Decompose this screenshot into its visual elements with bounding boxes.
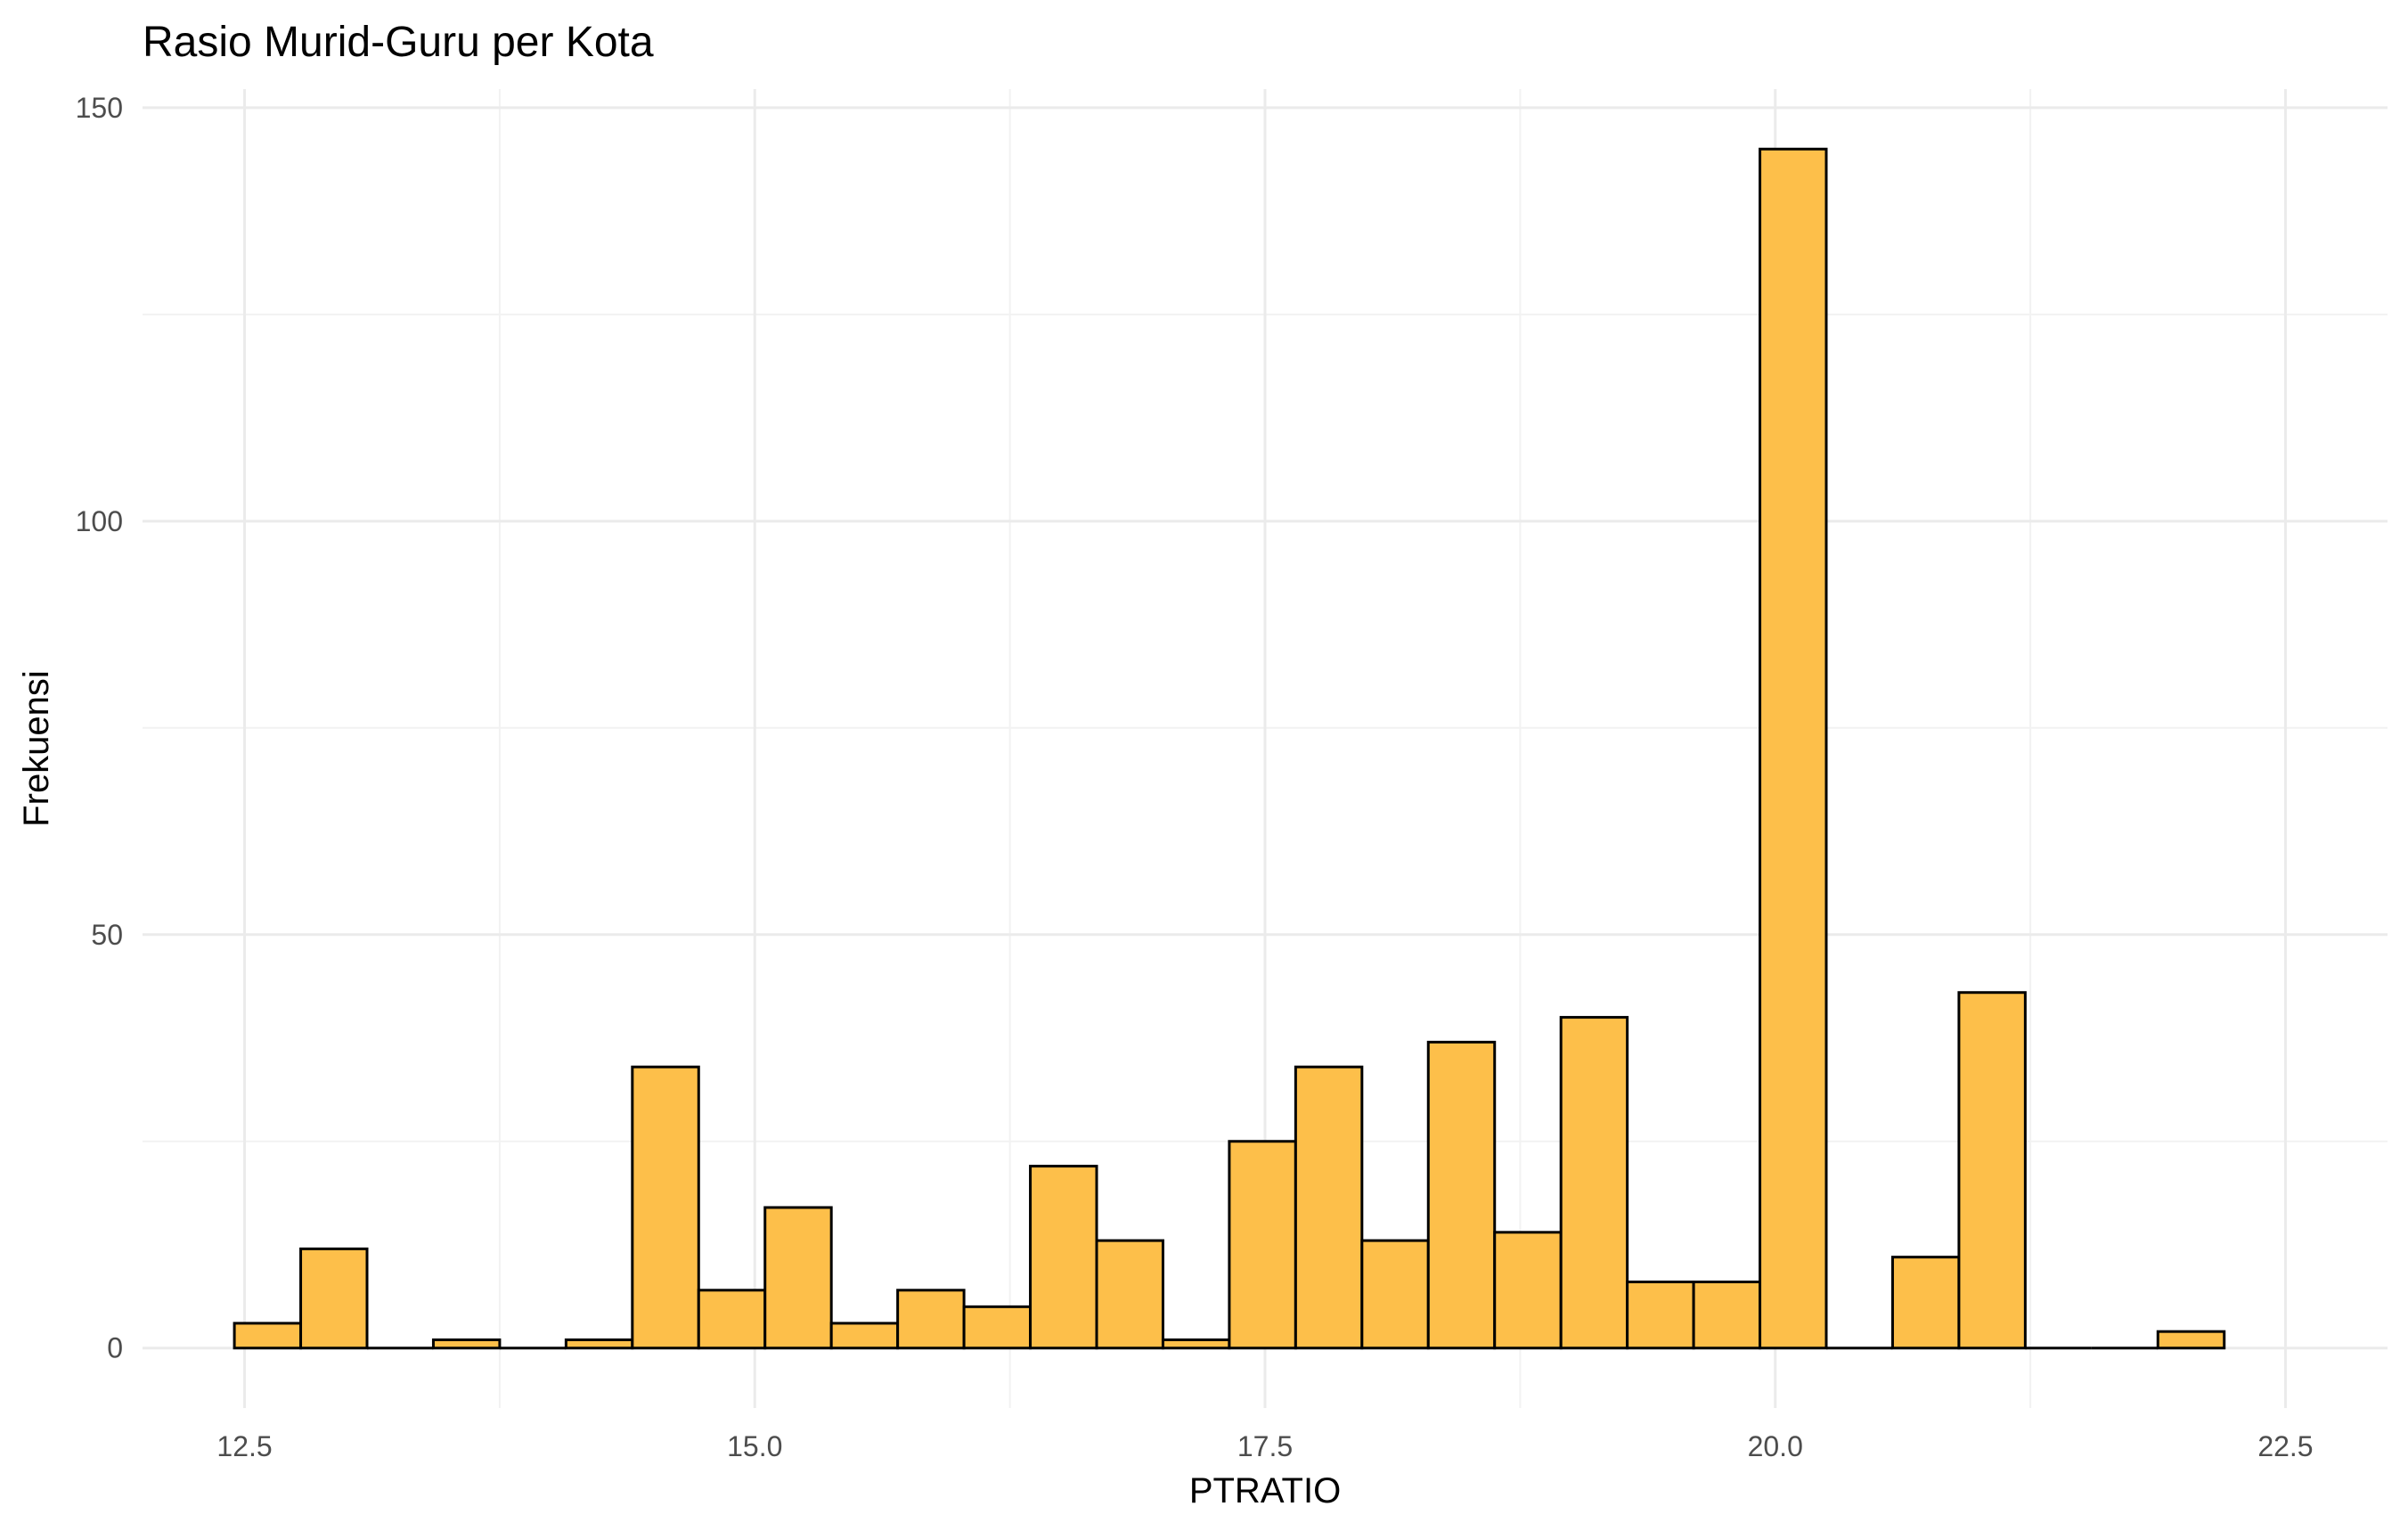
histogram-bar	[1029, 1165, 1098, 1350]
histogram-bar	[299, 1247, 369, 1350]
x-tick-label: 22.5	[2257, 1430, 2313, 1462]
histogram-bar	[1228, 1140, 1297, 1350]
y-tick-label: 100	[76, 505, 123, 537]
histogram-bar	[1692, 1280, 1762, 1350]
x-tick-label: 17.5	[1237, 1430, 1293, 1462]
y-tick-label: 50	[91, 919, 123, 951]
y-tick-label: 150	[76, 92, 123, 124]
histogram-bar	[1095, 1239, 1164, 1350]
chart-title: Rasio Murid-Guru per Kota	[143, 19, 654, 66]
y-axis-title: Frekuensi	[17, 670, 56, 827]
x-axis-title: PTRATIO	[1189, 1471, 1341, 1511]
histogram-bar	[1957, 991, 2027, 1350]
x-tick-label: 20.0	[1748, 1430, 1803, 1462]
x-axis-tick-labels: 12.5 15.0 17.5 20.0 22.5	[216, 1430, 2313, 1462]
histogram-bar	[233, 1322, 303, 1350]
x-tick-label: 15.0	[727, 1430, 782, 1462]
histogram-bar	[697, 1289, 767, 1350]
histogram-bar	[1294, 1065, 1364, 1350]
histogram-bar	[1360, 1239, 1430, 1350]
histogram-bar	[829, 1322, 900, 1350]
histogram-bar	[1161, 1338, 1231, 1350]
histogram-bar	[1759, 147, 1828, 1350]
histogram-bar	[1890, 1256, 1961, 1350]
histogram-bar	[1626, 1280, 1695, 1350]
histogram-bar	[564, 1338, 634, 1350]
histogram-bar	[1493, 1231, 1563, 1350]
histogram-bars	[233, 147, 2226, 1350]
histogram-bar	[763, 1206, 833, 1350]
histogram-bar	[2156, 1330, 2226, 1350]
histogram-bar	[431, 1338, 502, 1350]
x-tick-label: 12.5	[216, 1430, 272, 1462]
y-tick-label: 0	[107, 1332, 123, 1364]
y-axis-tick-labels: 0 50 100 150	[76, 92, 123, 1364]
histogram-bar	[1426, 1040, 1497, 1350]
histogram-bar	[1559, 1016, 1629, 1350]
histogram-bar	[962, 1305, 1033, 1350]
histogram-bar	[631, 1065, 700, 1350]
histogram-bar	[896, 1289, 966, 1350]
